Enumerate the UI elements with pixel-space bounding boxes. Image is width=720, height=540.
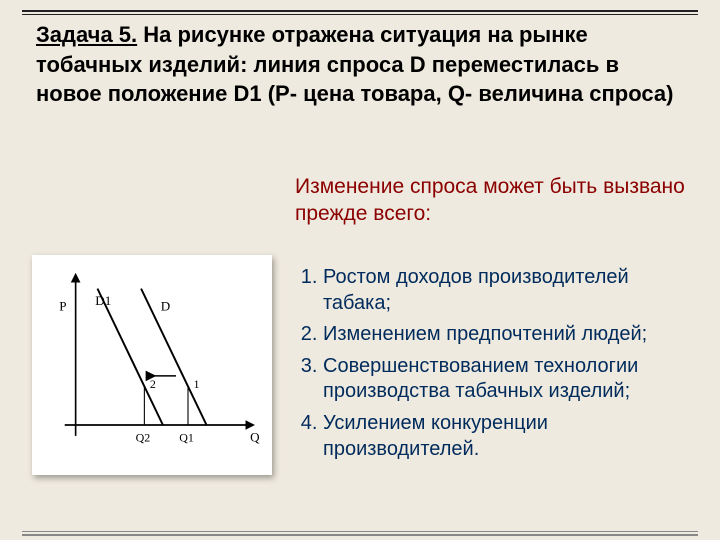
option-2: Изменением предпочтений людей; [323,322,696,348]
demand-diagram: P Q D D1 1 2 Q1 Q2 [32,255,272,475]
diagram-svg: P Q D D1 1 2 Q1 Q2 [32,255,272,475]
label-point-2: 2 [150,377,156,391]
option-4: Усилением конкуренции производителей. [323,411,696,462]
bottom-rule-thick [22,534,698,536]
slide: Задача 5. На рисунке отражена ситуация н… [0,0,720,540]
label-point-1: 1 [193,377,199,391]
subhead: Изменение спроса может быть вызвано преж… [295,173,690,228]
bottom-rule-thin [22,531,698,532]
label-q: Q [250,429,260,444]
label-p: P [59,298,66,313]
label-d: D [161,298,170,313]
label-q1: Q1 [179,430,194,444]
top-rule-thin [22,14,698,15]
slide-title: Задача 5. На рисунке отражена ситуация н… [36,20,690,109]
line-d [141,289,206,425]
line-d1 [97,289,162,425]
option-1: Ростом доходов производителей табака; [323,265,696,316]
option-3: Совершенствованием технологии производст… [323,354,696,405]
label-d1: D1 [95,293,111,308]
options-list: Ростом доходов производителей табака; Из… [295,265,696,468]
label-q2: Q2 [136,430,151,444]
title-lead: Задача 5. [36,22,137,47]
top-rule-thick [22,10,698,12]
